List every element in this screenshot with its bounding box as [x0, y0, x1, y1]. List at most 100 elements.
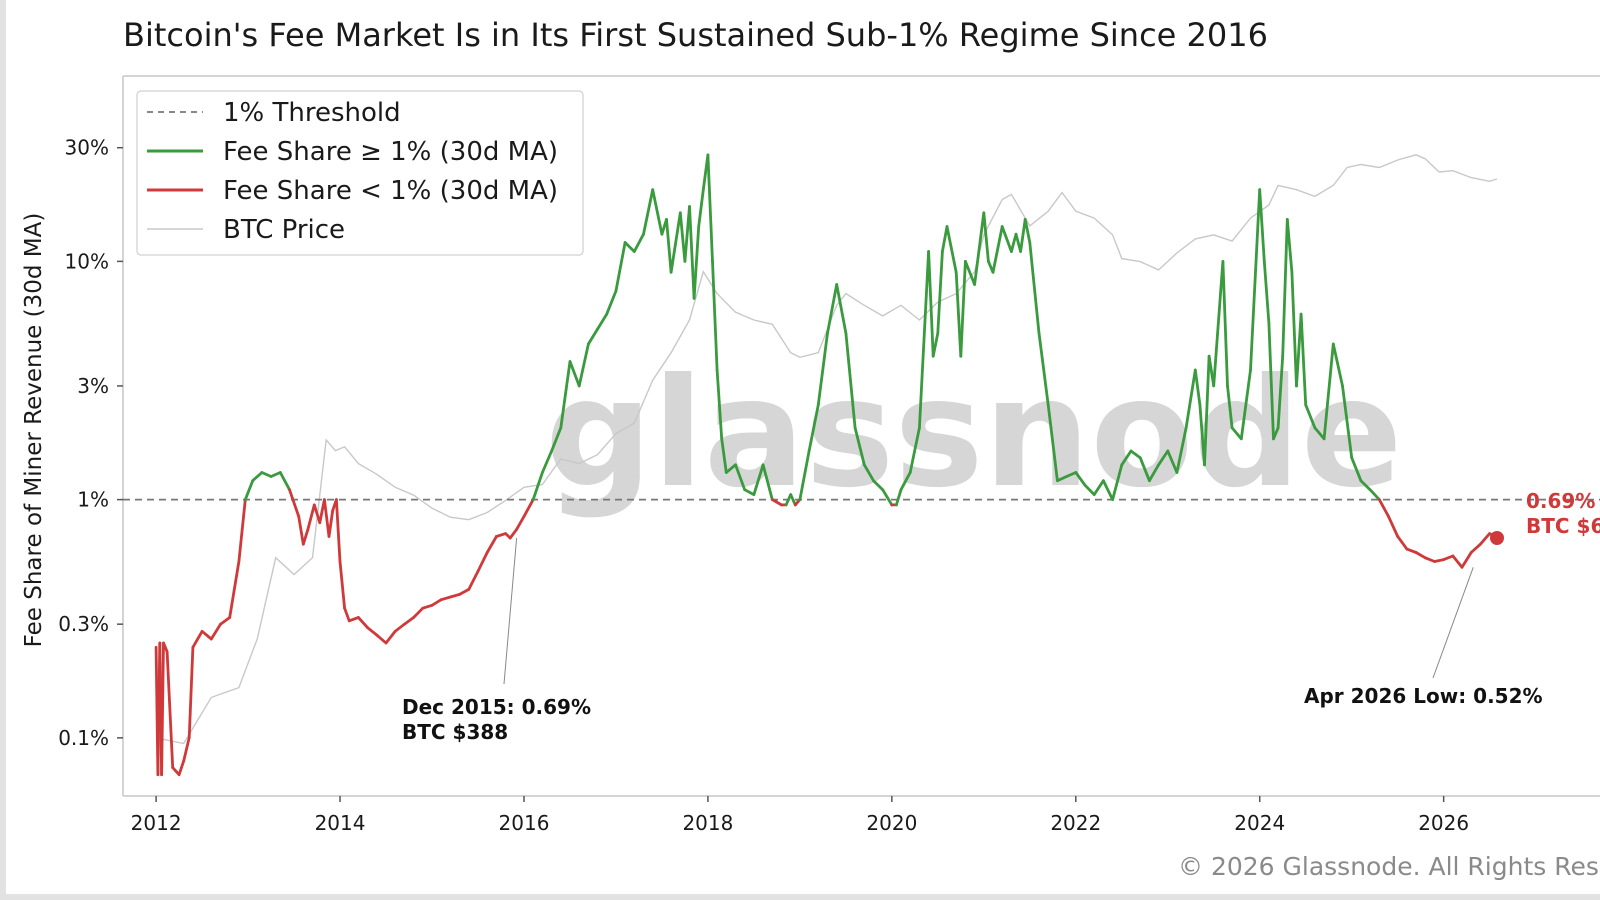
fee-share-segment-above	[1258, 188, 1266, 263]
fee-share-segment-above	[1290, 270, 1298, 388]
fee-share-segment-below	[338, 560, 347, 610]
fee-share-segment-above	[881, 488, 894, 507]
fee-share-segment-below	[1433, 558, 1446, 563]
fee-share-segment-above	[596, 312, 609, 331]
watermark-text: glassnode	[545, 347, 1403, 521]
fee-share-segment-below	[1377, 498, 1390, 518]
fee-share-segment-below	[1469, 542, 1482, 554]
fee-share-segment-above	[559, 360, 572, 430]
fee-share-segment-above	[1249, 188, 1262, 372]
fee-share-segment-above	[1157, 449, 1170, 467]
fee-share-segment-below	[402, 616, 416, 626]
x-tick-label: 2016	[499, 811, 550, 835]
latest-price-label: BTC $68,000	[1526, 514, 1600, 538]
fee-share-segment-above	[973, 211, 986, 286]
fee-share-segment-above	[1304, 403, 1317, 430]
fee-share-segment-above	[688, 205, 696, 300]
fee-share-segment-below	[301, 528, 310, 546]
fee-share-segment-above	[1184, 368, 1197, 430]
fee-share-segment-below	[1460, 551, 1473, 569]
fee-share-segment-above	[1359, 479, 1372, 492]
fee-share-segment-below	[356, 616, 370, 630]
fee-share-segment-below	[515, 515, 526, 531]
fee-share-segment-below	[1387, 515, 1400, 538]
x-tick-label: 2024	[1234, 811, 1285, 835]
fee-share-segment-above	[927, 250, 935, 358]
fee-share-segment-above	[623, 241, 636, 253]
fee-share-segment-above	[1350, 456, 1363, 483]
fee-share-segment-above	[1193, 368, 1202, 407]
annotation-arrow-dec-2015	[503, 537, 518, 685]
fee-share-segment-below	[375, 633, 388, 645]
fee-share-segment-above	[1341, 384, 1354, 460]
fee-share-segment-above	[632, 232, 645, 253]
legend-label-0: 1% Threshold	[223, 98, 401, 128]
fee-share-segment-above	[278, 471, 291, 492]
annotation-arrow-apr-2026	[1432, 567, 1474, 679]
fee-share-segment-above	[789, 493, 797, 507]
btc-price-line	[155, 154, 1498, 745]
annotations: Dec 2015: 0.69%BTC $388 Apr 2026 Low: 0.5…	[402, 489, 1600, 744]
fee-share-segment-below	[1451, 554, 1464, 569]
fee-share-segment-above	[761, 463, 774, 502]
fee-share-segment-above	[1111, 463, 1124, 502]
fee-share-segment-below	[421, 603, 434, 610]
fee-share-segment-above	[642, 188, 655, 236]
fee-share-segment-below	[306, 503, 316, 531]
x-axis: 2012 2014 2016 2018 2020 2022 2024 2026	[131, 796, 1469, 835]
y-axis: 0.1% 0.3% 1% 3% 10% 30%	[58, 136, 123, 750]
fee-share-segment-below	[1414, 551, 1427, 560]
fee-share-segment-above	[1037, 331, 1050, 407]
fee-share-segment-below	[1405, 547, 1418, 554]
fee-share-segment-above	[1120, 449, 1133, 467]
fee-share-segment-below	[458, 588, 471, 596]
y-tick-label: 30%	[65, 136, 109, 160]
fee-share-segment-above	[752, 463, 765, 497]
fee-share-segment-below	[467, 569, 480, 591]
fee-share-segment-below	[162, 641, 169, 654]
fee-share-segment-above	[697, 188, 705, 229]
fee-share-segment-above	[614, 241, 627, 293]
fee-share-segment-above	[1267, 321, 1275, 441]
fee-share-segment-above	[577, 342, 590, 388]
fee-share-segment-below	[327, 509, 335, 538]
fee-share-segment-above	[1102, 479, 1114, 502]
fee-share-segment-above	[743, 488, 756, 497]
fee-share-segment-above	[1000, 225, 1013, 253]
fee-share-segment-below	[522, 498, 535, 518]
fee-share-segment-above	[895, 488, 903, 507]
fee-share-segment-above	[1322, 342, 1335, 441]
x-tick-label: 2012	[131, 811, 182, 835]
fee-share-segment-above	[908, 426, 921, 474]
axes-frame	[122, 75, 1600, 797]
fee-share-segment-above	[1046, 403, 1059, 483]
latest-value-marker	[1489, 531, 1504, 546]
fee-share-segment-above	[651, 188, 664, 236]
fee-share-segment-above	[669, 211, 682, 274]
fee-share-segment-above	[1203, 354, 1211, 467]
annotation-dec-2015-line2: BTC $388	[402, 720, 508, 744]
y-tick-label: 0.1%	[58, 726, 109, 750]
fee-share-segment-below	[200, 629, 213, 641]
fee-share-segment-below	[191, 629, 204, 649]
legend-label-3: BTC Price	[223, 215, 345, 245]
fee-share-segment-above	[1056, 475, 1068, 483]
fee-share-segment-above	[1212, 259, 1225, 388]
y-tick-label: 0.3%	[58, 612, 109, 636]
fee-share-segment-above	[1313, 426, 1326, 441]
fee-share-segment-above	[1019, 217, 1027, 253]
legend-box	[136, 90, 584, 256]
fee-share-segment-below	[187, 645, 195, 740]
fee-share-segment-below	[209, 622, 222, 641]
fee-share-segment-above	[531, 471, 544, 502]
fee-share-segment-above	[872, 479, 885, 492]
fee-share-segment-above	[1028, 241, 1041, 335]
fee-share-segment-below	[448, 593, 462, 599]
fee-share-segment-below	[228, 560, 241, 619]
chart-title: Bitcoin's Fee Market Is in Its First Sus…	[123, 16, 1268, 54]
fee-share-segment-above	[835, 283, 848, 335]
fee-share-segment-above	[798, 449, 811, 502]
fee-share-segment-above	[251, 471, 264, 483]
legend-label-1: Fee Share ≥ 1% (30d MA)	[223, 137, 558, 167]
